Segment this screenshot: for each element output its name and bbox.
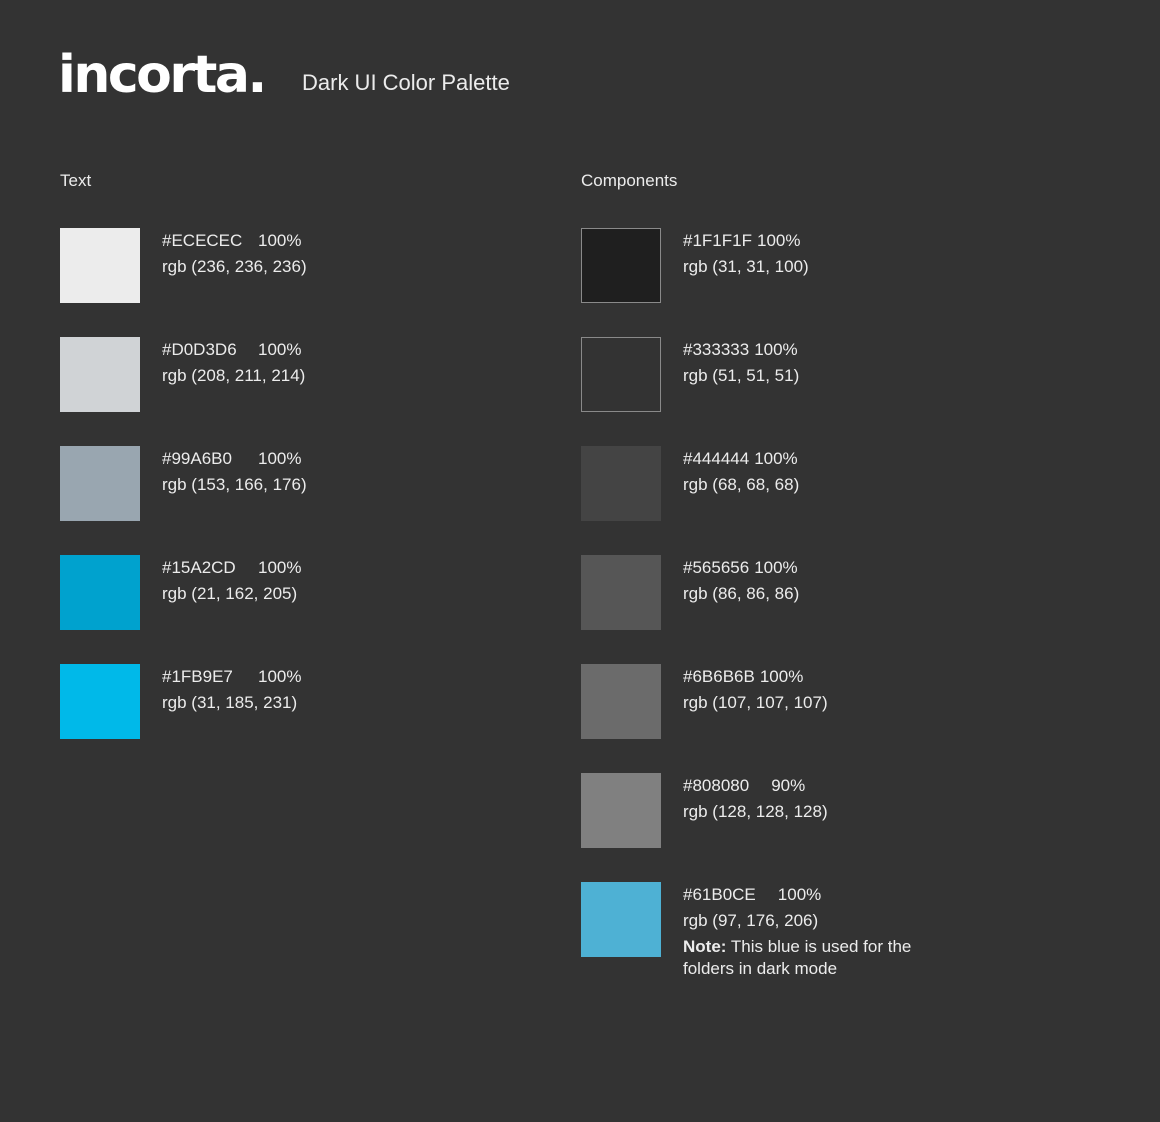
incorta-logo: incorta. xyxy=(58,45,267,105)
color-swatch xyxy=(581,664,661,739)
hex-code: #D0D3D6 xyxy=(162,340,237,359)
opacity-value: 100% xyxy=(258,231,302,250)
section-title-text: Text xyxy=(60,171,92,190)
color-swatch xyxy=(581,446,661,521)
color-swatch xyxy=(581,337,661,412)
color-swatch xyxy=(60,337,140,412)
swatch-info: #1FB9E7 100% rgb (31, 185, 231) xyxy=(162,664,301,716)
color-swatch xyxy=(60,228,140,303)
opacity-value: 100% xyxy=(754,558,798,577)
swatch-info: #15A2CD 100% rgb (21, 162, 205) xyxy=(162,555,301,607)
rgb-value: rgb (208, 211, 214) xyxy=(162,366,306,385)
hex-code: #565656 xyxy=(683,558,750,577)
swatch-info: #444444 100% rgb (68, 68, 68) xyxy=(683,446,799,498)
hex-code: #444444 xyxy=(683,449,750,468)
rgb-value: rgb (51, 51, 51) xyxy=(683,366,800,385)
hex-code: #808080 xyxy=(683,776,750,795)
hex-code: #333333 xyxy=(683,340,750,359)
folder-color-note: Note: This blue is used for the folders … xyxy=(683,936,923,980)
rgb-value: rgb (68, 68, 68) xyxy=(683,475,800,494)
opacity-value: 100% xyxy=(777,885,822,904)
opacity-value: 100% xyxy=(759,667,804,686)
rgb-value: rgb (31, 185, 231) xyxy=(162,693,298,712)
hex-code: #6B6B6B xyxy=(683,667,755,686)
page-title: Dark UI Color Palette xyxy=(302,70,510,95)
swatch-info: #333333 100% rgb (51, 51, 51) xyxy=(683,337,799,389)
note-text: This blue is used for the folders in dar… xyxy=(683,937,912,978)
opacity-value: 100% xyxy=(258,340,302,359)
hex-code: #1FB9E7 xyxy=(162,667,233,686)
opacity-value: 100% xyxy=(754,449,798,468)
swatch-info: #99A6B0 100% rgb (153, 166, 176) xyxy=(162,446,307,498)
rgb-value: rgb (97, 176, 206) xyxy=(683,911,819,930)
rgb-value: rgb (153, 166, 176) xyxy=(162,475,307,494)
swatch-info: #6B6B6B 100% rgb (107, 107, 107) xyxy=(683,664,828,716)
color-swatch xyxy=(60,664,140,739)
opacity-value: 100% xyxy=(258,449,302,468)
color-swatch xyxy=(60,446,140,521)
color-swatch xyxy=(581,228,661,303)
opacity-value: 100% xyxy=(756,231,801,250)
opacity-value: 100% xyxy=(258,667,302,686)
rgb-value: rgb (31, 31, 100) xyxy=(683,257,809,276)
color-swatch xyxy=(60,555,140,630)
rgb-value: rgb (107, 107, 107) xyxy=(683,693,828,712)
color-swatch xyxy=(581,555,661,630)
swatch-info: #ECECEC 100% rgb (236, 236, 236) xyxy=(162,228,307,280)
swatch-info: #565656 100% rgb (86, 86, 86) xyxy=(683,555,799,607)
rgb-value: rgb (236, 236, 236) xyxy=(162,257,307,276)
rgb-value: rgb (86, 86, 86) xyxy=(683,584,800,603)
section-title-components: Components xyxy=(581,171,678,190)
hex-code: #ECECEC xyxy=(162,231,243,250)
rgb-value: rgb (21, 162, 205) xyxy=(162,584,298,603)
hex-code: #1F1F1F xyxy=(683,231,752,250)
opacity-value: 100% xyxy=(258,558,302,577)
opacity-value: 90% xyxy=(771,776,806,795)
hex-code: #61B0CE xyxy=(683,885,756,904)
opacity-value: 100% xyxy=(754,340,798,359)
swatch-info: #D0D3D6 100% rgb (208, 211, 214) xyxy=(162,337,305,389)
hex-code: #99A6B0 xyxy=(162,449,232,468)
hex-code: #15A2CD xyxy=(162,558,236,577)
note-label: Note: xyxy=(683,937,727,956)
swatch-info: #61B0CE 100% rgb (97, 176, 206) Note: Thi… xyxy=(683,882,923,980)
color-swatch xyxy=(581,773,661,848)
color-swatch xyxy=(581,882,661,957)
swatch-info: #808080 90% rgb (128, 128, 128) xyxy=(683,773,828,825)
rgb-value: rgb (128, 128, 128) xyxy=(683,802,828,821)
swatch-info: #1F1F1F 100% rgb (31, 31, 100) xyxy=(683,228,809,280)
